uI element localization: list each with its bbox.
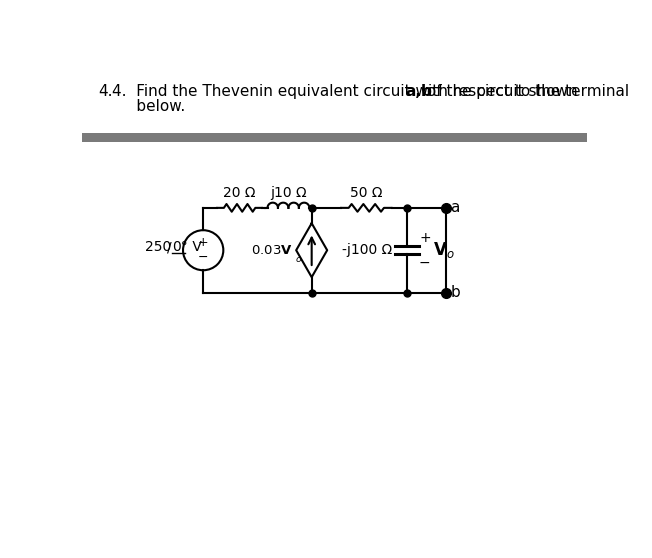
Text: −: − — [419, 256, 430, 270]
Text: 4.: 4. — [98, 84, 113, 99]
Text: 4.  Find the Thevenin equivalent circuit with respect to the terminal: 4. Find the Thevenin equivalent circuit … — [113, 84, 634, 99]
Text: 0.03$\bf{V}$: 0.03$\bf{V}$ — [252, 244, 293, 257]
Text: +: + — [419, 231, 430, 245]
Text: /: / — [167, 240, 171, 254]
Text: j10 Ω: j10 Ω — [270, 186, 306, 200]
Bar — [82, 133, 587, 142]
Text: below.: below. — [113, 99, 186, 114]
Text: -j100 Ω: -j100 Ω — [342, 243, 393, 257]
Text: −: − — [198, 252, 209, 264]
Text: $_o$: $_o$ — [295, 252, 302, 264]
Text: a,b: a,b — [406, 84, 432, 99]
Text: +: + — [198, 236, 209, 249]
Text: $\bf{V}$$_o$: $\bf{V}$$_o$ — [432, 240, 454, 260]
Text: V: V — [188, 240, 201, 254]
Text: b: b — [451, 285, 460, 300]
Text: of the circuit shown: of the circuit shown — [422, 84, 578, 99]
Text: 50 Ω: 50 Ω — [350, 186, 383, 200]
Text: 20 Ω: 20 Ω — [224, 186, 256, 200]
Text: 250: 250 — [145, 240, 171, 254]
Text: 0°: 0° — [172, 240, 188, 254]
Text: a: a — [451, 200, 460, 215]
